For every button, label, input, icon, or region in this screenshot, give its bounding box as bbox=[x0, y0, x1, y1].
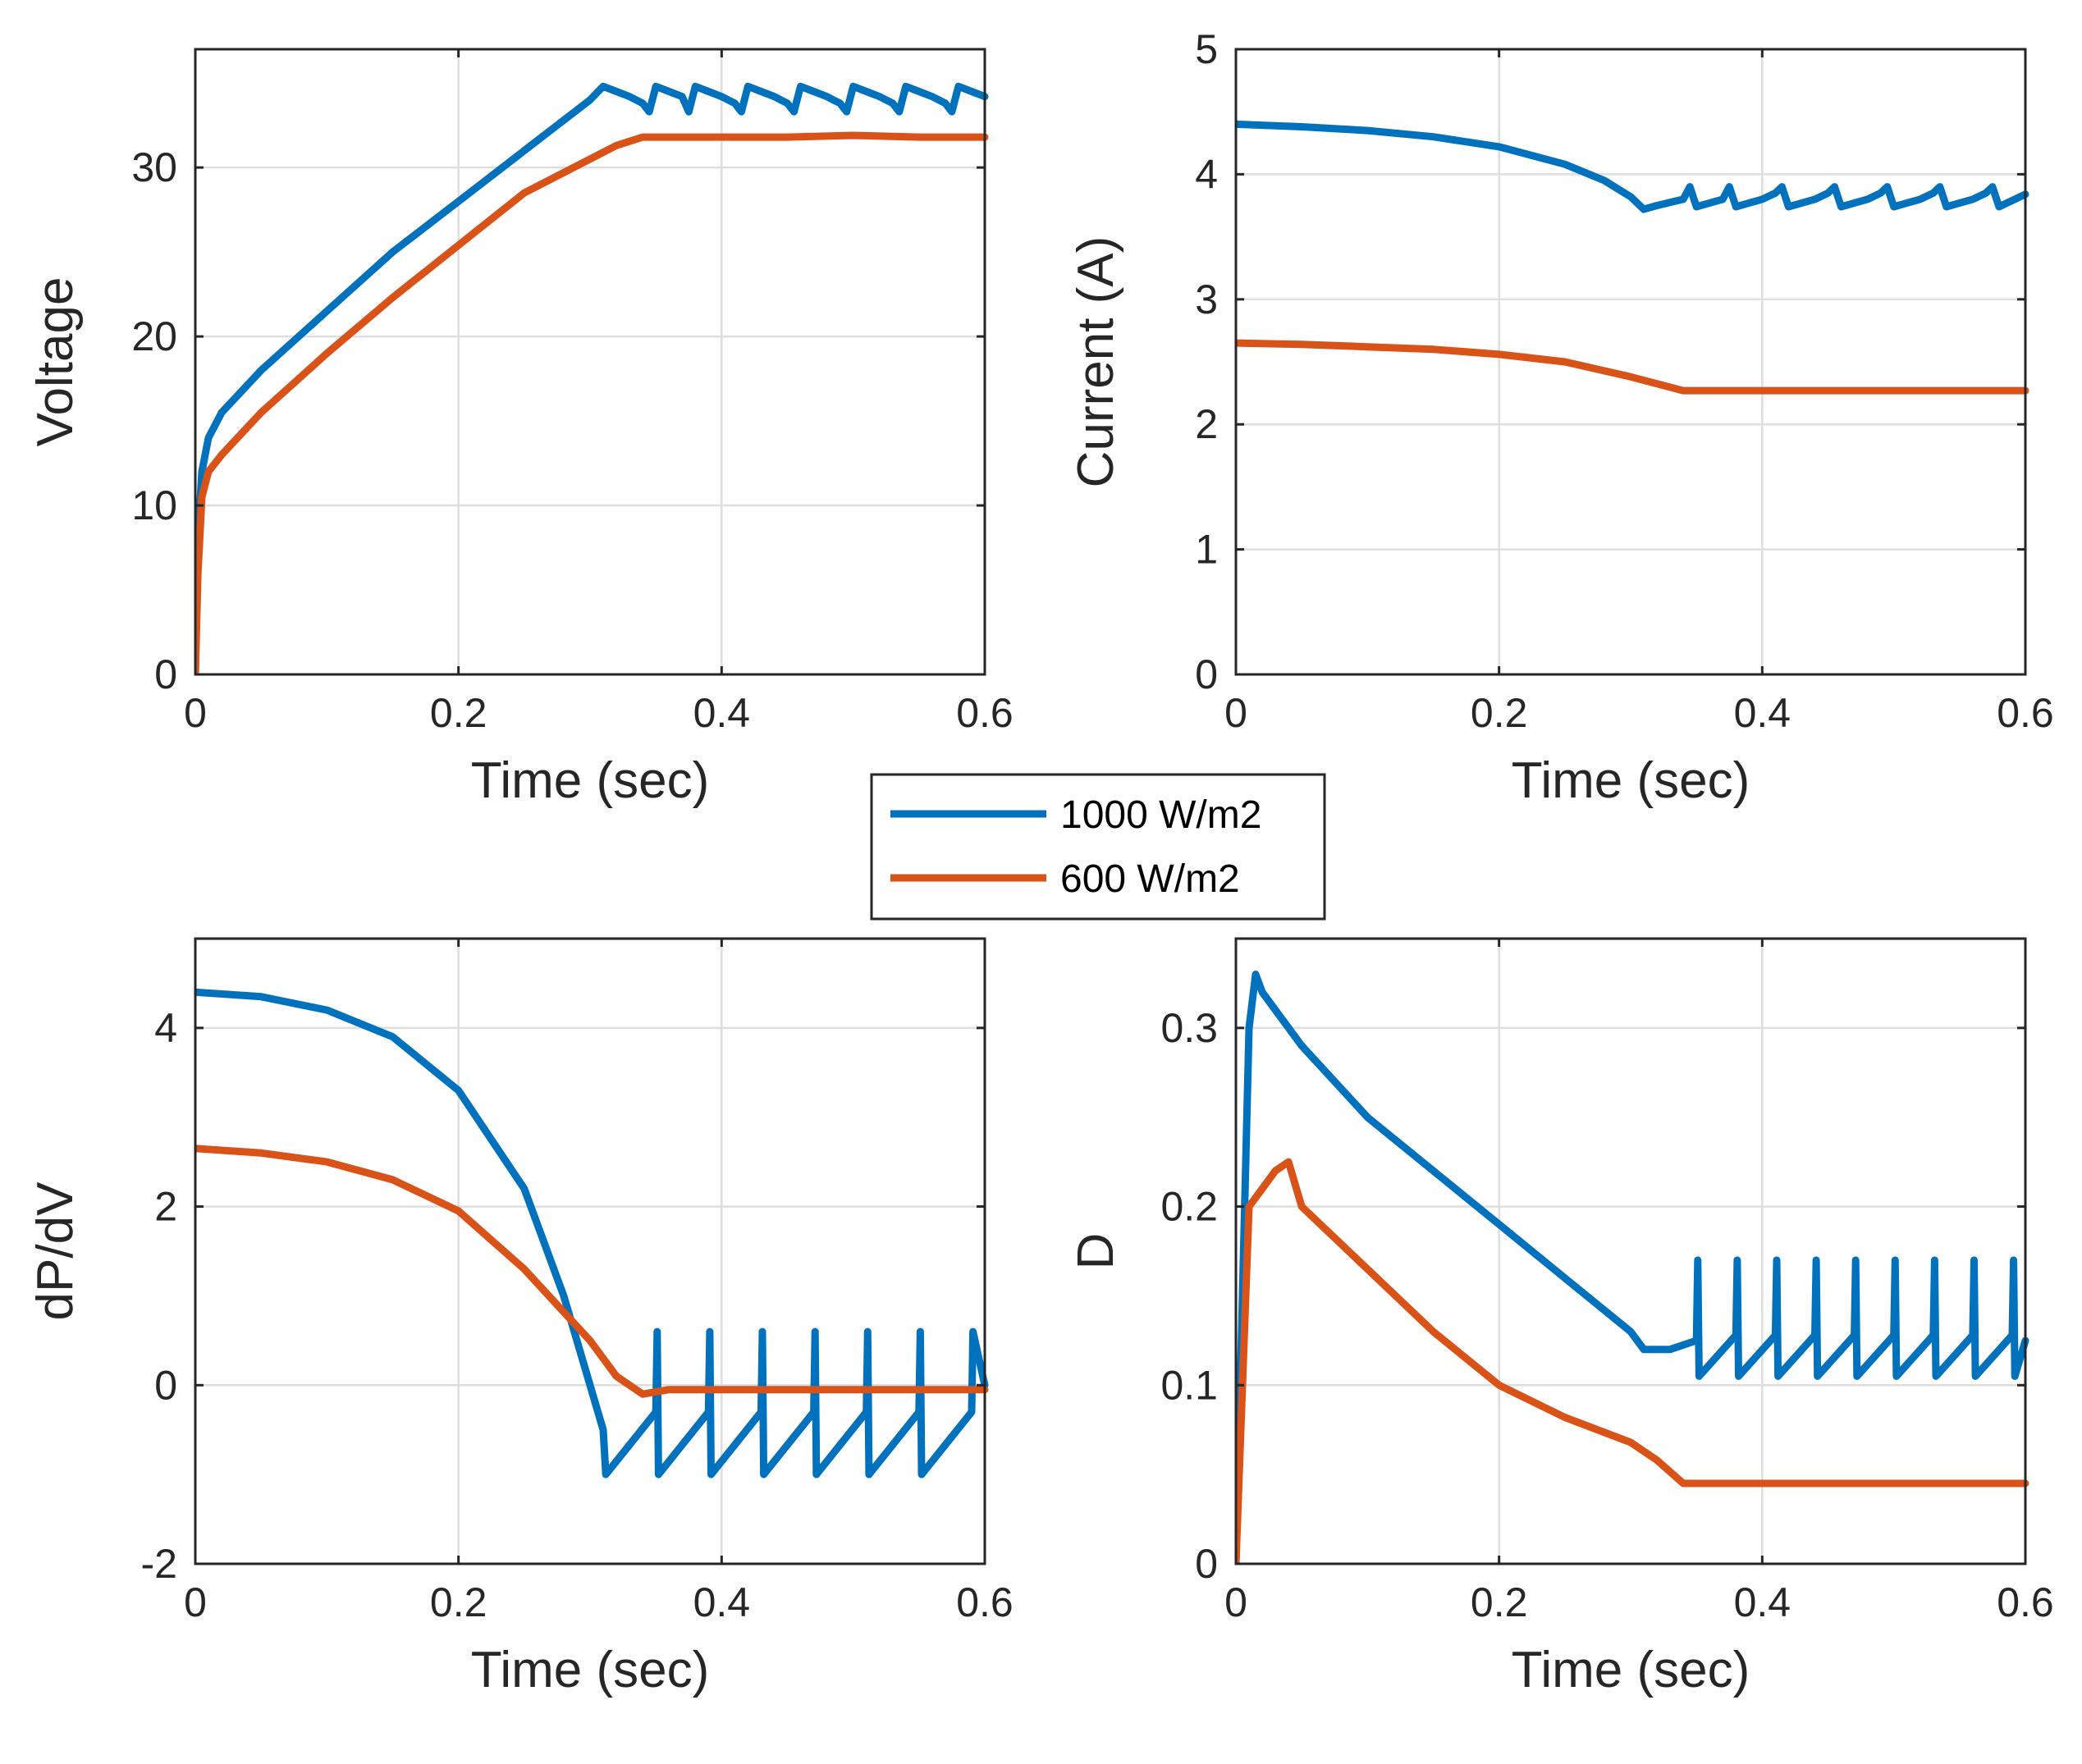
dpdv-ytick-label: 4 bbox=[154, 1005, 177, 1051]
legend-box bbox=[870, 773, 1326, 921]
duty-ytick-label: 0.1 bbox=[1160, 1362, 1218, 1408]
dpdv-ytick-label: 0 bbox=[154, 1362, 177, 1408]
current-ytick-label: 3 bbox=[1195, 276, 1218, 322]
dpdv-axes-box bbox=[194, 937, 986, 1565]
voltage-ytick-label: 10 bbox=[131, 482, 177, 528]
voltage-ytick-label: 30 bbox=[131, 144, 177, 190]
dpdv-axes-background bbox=[195, 939, 985, 1564]
voltage-axes-box bbox=[194, 48, 986, 676]
subplot-duty: 0 0.2 0.4 0.6 0 0.1 0.2 0.3 Time (sec) D bbox=[1068, 937, 2054, 1698]
duty-xtick-label: 0.4 bbox=[1734, 1579, 1791, 1625]
current-ylabel: Current (A) bbox=[1068, 236, 1124, 488]
legend-label-1000: 1000 W/m2 bbox=[1060, 793, 1261, 837]
dpdv-xtick-label: 0.6 bbox=[956, 1579, 1014, 1625]
duty-ylabel: D bbox=[1068, 1233, 1124, 1270]
duty-xtick-label: 0.2 bbox=[1471, 1579, 1528, 1625]
legend-label-600: 600 W/m2 bbox=[1060, 857, 1240, 901]
current-ytick-label: 0 bbox=[1195, 651, 1218, 697]
duty-axes-box bbox=[1234, 937, 2027, 1565]
voltage-xtick-label: 0.2 bbox=[430, 690, 487, 736]
current-axes-background bbox=[1236, 49, 2025, 674]
voltage-xlabel: Time (sec) bbox=[471, 752, 709, 809]
current-xtick-label: 0.4 bbox=[1734, 690, 1791, 736]
current-axes-box bbox=[1234, 48, 2027, 676]
dpdv-xtick-label: 0.4 bbox=[693, 1579, 751, 1625]
current-xtick-label: 0 bbox=[1224, 690, 1247, 736]
duty-series-600 bbox=[1236, 1158, 2029, 1564]
voltage-ytick-label: 0 bbox=[154, 651, 177, 697]
duty-ytick-label: 0.2 bbox=[1160, 1184, 1218, 1230]
current-ytick-label: 1 bbox=[1195, 527, 1218, 573]
dpdv-ylabel: dP/dV bbox=[27, 1181, 84, 1321]
current-series-1000 bbox=[1236, 120, 2029, 213]
dpdv-ytick-label: -2 bbox=[141, 1541, 177, 1587]
dpdv-xtick-label: 0.2 bbox=[430, 1579, 487, 1625]
subplot-current: 0 0.2 0.4 0.6 0 1 2 3 4 5 Time (sec) Current (A) bbox=[1068, 26, 2054, 809]
voltage-xtick-label: 0 bbox=[184, 690, 207, 736]
duty-series-1000 bbox=[1236, 971, 2029, 1564]
duty-axes-background bbox=[1236, 939, 2025, 1564]
duty-ytick-label: 0 bbox=[1195, 1541, 1218, 1587]
dpdv-xtick-label: 0 bbox=[184, 1579, 207, 1625]
dpdv-ytick-label: 2 bbox=[154, 1184, 177, 1230]
voltage-ytick-label: 20 bbox=[131, 313, 177, 359]
current-ytick-label: 5 bbox=[1195, 26, 1218, 72]
duty-xtick-label: 0 bbox=[1224, 1579, 1247, 1625]
legend: 1000 W/m2 600 W/m2 bbox=[870, 773, 1326, 921]
current-xtick-label: 0.2 bbox=[1471, 690, 1528, 736]
duty-xlabel: Time (sec) bbox=[1512, 1642, 1750, 1698]
voltage-ylabel: Voltage bbox=[27, 277, 84, 447]
dpdv-series-1000 bbox=[195, 988, 989, 1478]
current-series-600 bbox=[1236, 339, 2029, 395]
voltage-series-600 bbox=[195, 131, 989, 674]
current-ytick-label: 2 bbox=[1195, 401, 1218, 447]
current-xtick-label: 0.6 bbox=[1997, 690, 2054, 736]
current-ytick-label: 4 bbox=[1195, 151, 1218, 197]
voltage-axes-background bbox=[195, 49, 985, 674]
current-xlabel: Time (sec) bbox=[1512, 752, 1750, 809]
voltage-xtick-label: 0.4 bbox=[693, 690, 751, 736]
dpdv-series-600 bbox=[195, 1145, 989, 1398]
subplot-voltage: 0 0.2 0.4 0.6 0 10 20 30 Time (sec) Voltage bbox=[27, 48, 1014, 809]
duty-xtick-label: 0.6 bbox=[1997, 1579, 2054, 1625]
voltage-xtick-label: 0.6 bbox=[956, 690, 1014, 736]
voltage-series-1000 bbox=[195, 82, 989, 674]
duty-ytick-label: 0.3 bbox=[1160, 1005, 1218, 1051]
dpdv-xlabel: Time (sec) bbox=[471, 1642, 709, 1698]
